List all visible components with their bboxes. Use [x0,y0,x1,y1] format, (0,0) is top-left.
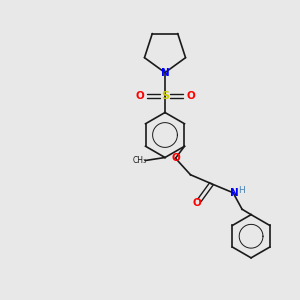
Text: O: O [186,91,195,101]
Text: O: O [135,91,144,101]
Text: N: N [160,68,169,78]
Text: S: S [161,91,169,101]
Text: CH₃: CH₃ [133,156,147,165]
Text: O: O [171,153,180,163]
Text: O: O [192,198,201,208]
Text: H: H [238,186,245,195]
Text: N: N [230,188,239,198]
